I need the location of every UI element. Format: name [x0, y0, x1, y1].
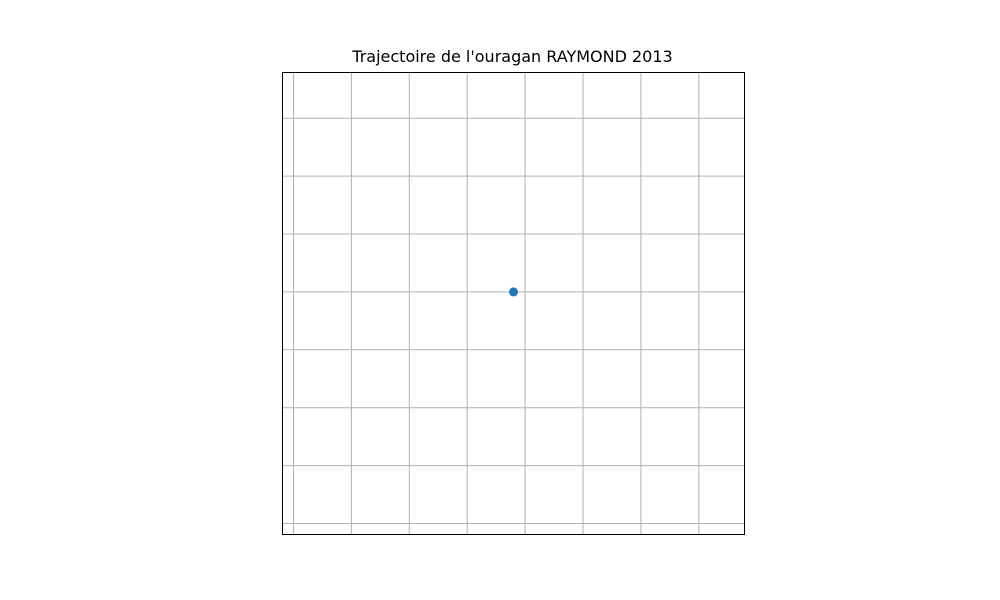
- grid-layer: [282, 72, 745, 535]
- plot-frame: [282, 72, 745, 535]
- marks-layer: [509, 287, 519, 297]
- chart-title: Trajectoire de l'ouragan RAYMOND 2013: [352, 47, 673, 66]
- data-point-0-0: [509, 287, 519, 297]
